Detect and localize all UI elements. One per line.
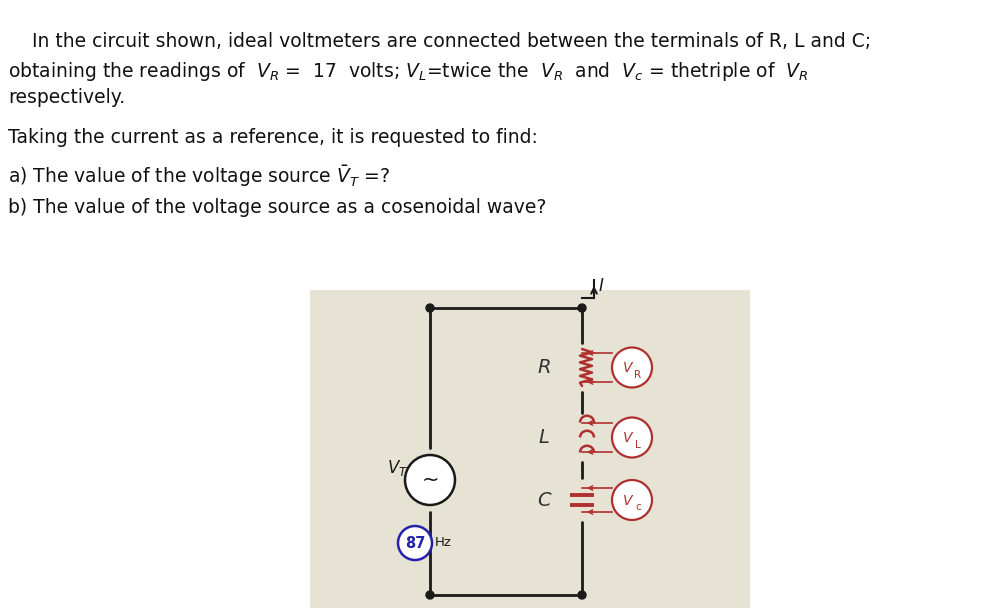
Text: V: V bbox=[623, 362, 633, 376]
Circle shape bbox=[426, 304, 434, 312]
Text: R: R bbox=[634, 370, 641, 379]
Circle shape bbox=[612, 417, 652, 458]
Text: a) The value of the voltage source $\bar{V}_T$ =?: a) The value of the voltage source $\bar… bbox=[8, 163, 390, 189]
Text: L: L bbox=[635, 439, 641, 450]
Text: V: V bbox=[623, 431, 633, 445]
Text: V: V bbox=[623, 494, 633, 508]
Text: obtaining the readings of  $V_R$ =  17  volts; $V_L$=twice the  $V_R$  and  $V_c: obtaining the readings of $V_R$ = 17 vol… bbox=[8, 60, 808, 83]
Text: C: C bbox=[538, 491, 551, 510]
Circle shape bbox=[426, 591, 434, 599]
Circle shape bbox=[612, 348, 652, 387]
Text: c: c bbox=[635, 502, 641, 512]
Text: R: R bbox=[538, 358, 551, 377]
Circle shape bbox=[578, 304, 586, 312]
Circle shape bbox=[405, 455, 455, 505]
Text: ~: ~ bbox=[421, 470, 439, 490]
Text: b) The value of the voltage source as a cosenoidal wave?: b) The value of the voltage source as a … bbox=[8, 198, 547, 217]
Text: $V_T$: $V_T$ bbox=[387, 458, 409, 478]
Circle shape bbox=[612, 480, 652, 520]
FancyBboxPatch shape bbox=[310, 290, 750, 608]
Text: Taking the current as a reference, it is requested to find:: Taking the current as a reference, it is… bbox=[8, 128, 538, 147]
Text: L: L bbox=[539, 428, 550, 447]
Text: I: I bbox=[599, 277, 604, 295]
Text: respectively.: respectively. bbox=[8, 88, 126, 107]
Text: 87: 87 bbox=[405, 535, 425, 551]
Text: In the circuit shown, ideal voltmeters are connected between the terminals of R,: In the circuit shown, ideal voltmeters a… bbox=[8, 32, 871, 51]
Text: Hz: Hz bbox=[435, 536, 452, 549]
Circle shape bbox=[578, 591, 586, 599]
Circle shape bbox=[398, 526, 432, 560]
